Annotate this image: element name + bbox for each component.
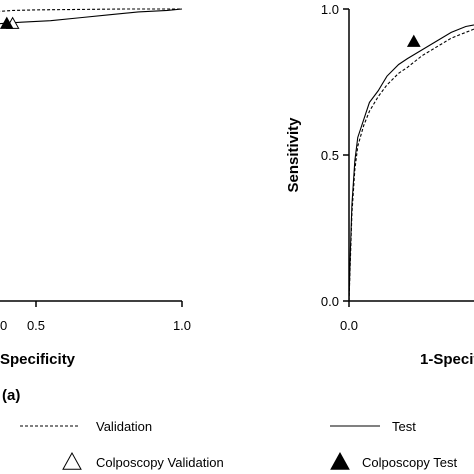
series-line-test: [348, 24, 474, 302]
legend-label: Colposcopy Validation: [96, 455, 224, 470]
legend-swatch-colposcopy-validation: [62, 451, 82, 470]
x-tick-label: 1.0: [173, 318, 191, 333]
x-tick-label: 0.0: [340, 318, 358, 333]
panel-left: 0.5 1.0 0 Specificity: [0, 8, 191, 368]
series-line-test: [0, 8, 183, 25]
marker-colposcopy-test: [406, 34, 421, 47]
legend-label: Test: [392, 419, 416, 434]
series-line-validation: [0, 8, 182, 12]
x-axis-title: Specificity: [0, 351, 76, 368]
legend: Validation Test Colposcopy Validation Colpo…: [20, 419, 458, 470]
series-line-validation: [348, 28, 474, 302]
y-axis-title: Sensitivity: [285, 117, 302, 193]
y-tick-label: 0.0: [321, 294, 339, 309]
marker-colposcopy-test: [0, 16, 14, 29]
legend-swatch-colposcopy-test: [330, 451, 350, 470]
panel-right: 0.0 0.5 1.0 0.0 Sensitivity 1-Specificity: [285, 2, 474, 368]
legend-label: Colposcopy Test: [362, 455, 458, 470]
x-tick-label: 0: [0, 318, 7, 333]
x-tick-label: 0.5: [27, 318, 45, 333]
y-tick-label: 0.5: [321, 148, 339, 163]
x-axis-title: 1-Specificity: [420, 351, 474, 368]
y-tick-label: 1.0: [321, 2, 339, 17]
legend-label: Validation: [96, 419, 152, 434]
panel-label: (a): [2, 387, 20, 404]
